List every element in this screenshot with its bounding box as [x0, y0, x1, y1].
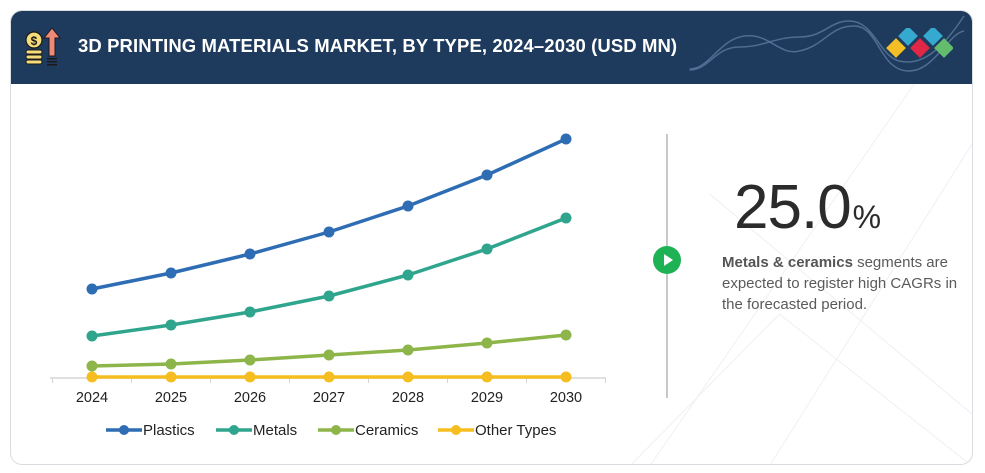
legend-label: Metals	[253, 422, 297, 439]
data-point	[244, 354, 256, 366]
x-tick-label: 2030	[550, 390, 582, 406]
series-metals	[86, 212, 572, 342]
decorative-waves	[689, 15, 965, 72]
data-point	[86, 371, 98, 383]
data-point	[244, 306, 256, 318]
brand-diamonds-logo	[886, 28, 953, 58]
data-point	[560, 133, 572, 145]
data-point	[323, 290, 335, 302]
svg-text:$: $	[31, 34, 38, 48]
series-line	[91, 137, 567, 291]
x-tick-label: 2026	[234, 390, 266, 406]
data-point	[402, 200, 414, 212]
data-point	[323, 226, 335, 238]
legend-marker	[451, 425, 461, 435]
legend-marker	[331, 425, 341, 435]
data-point	[560, 371, 572, 383]
legend: Plastics Metals Ceramics Other Types	[106, 422, 556, 439]
data-point	[165, 358, 177, 370]
data-point	[481, 337, 493, 349]
legend-item: Metals	[216, 422, 297, 439]
data-point	[481, 169, 493, 181]
data-point	[402, 269, 414, 281]
legend-label: Other Types	[475, 422, 556, 439]
chart-card: $ 3D PRINTING MATERIALS MARKET, BY TYPE,…	[10, 10, 973, 465]
data-point	[560, 212, 572, 224]
x-tick-label: 2027	[313, 390, 345, 406]
x-tick-label: 2029	[471, 390, 503, 406]
data-point	[481, 371, 493, 383]
cagr-unit: %	[852, 199, 882, 235]
data-point	[323, 349, 335, 361]
description-text: segments are expected to register high C…	[722, 254, 958, 313]
data-point	[86, 283, 98, 295]
data-point	[86, 360, 98, 372]
x-tick-label: 2028	[392, 390, 424, 406]
series-ceramics	[86, 329, 572, 372]
chart-title: 3D PRINTING MATERIALS MARKET, BY TYPE, 2…	[78, 35, 678, 56]
legend-marker	[119, 425, 129, 435]
data-point	[165, 319, 177, 331]
series-layer	[86, 133, 572, 383]
data-point	[165, 267, 177, 279]
data-point	[86, 330, 98, 342]
x-tick-label: 2025	[155, 390, 187, 406]
legend-item: Other Types	[438, 422, 556, 439]
legend-item: Ceramics	[318, 422, 418, 439]
data-point	[165, 371, 177, 383]
legend-label: Ceramics	[355, 422, 418, 439]
data-point	[244, 248, 256, 260]
play-icon[interactable]	[653, 246, 681, 274]
data-point	[481, 243, 493, 255]
header-bar: $ 3D PRINTING MATERIALS MARKET, BY TYPE,…	[11, 11, 972, 84]
series-other-types	[86, 371, 572, 383]
legend-marker	[229, 425, 239, 435]
description-bold: Metals & ceramics	[722, 254, 853, 271]
data-point	[402, 344, 414, 356]
legend-label: Plastics	[143, 422, 195, 439]
data-point	[402, 371, 414, 383]
data-point	[244, 371, 256, 383]
data-point	[560, 329, 572, 341]
x-axis-ticks	[52, 378, 606, 383]
series-plastics	[86, 133, 572, 295]
cagr-value: 25.0	[734, 173, 852, 242]
data-point	[323, 371, 335, 383]
cagr-highlight: 25.0%	[734, 172, 881, 243]
x-tick-label: 2024	[76, 390, 108, 406]
x-axis-labels: 2024 2025 2026 2027 2028 2029 2030	[76, 390, 582, 406]
money-growth-icon: $	[25, 27, 62, 66]
legend-item: Plastics	[106, 422, 195, 439]
cagr-description: Metals & ceramics segments are expected …	[722, 252, 962, 315]
